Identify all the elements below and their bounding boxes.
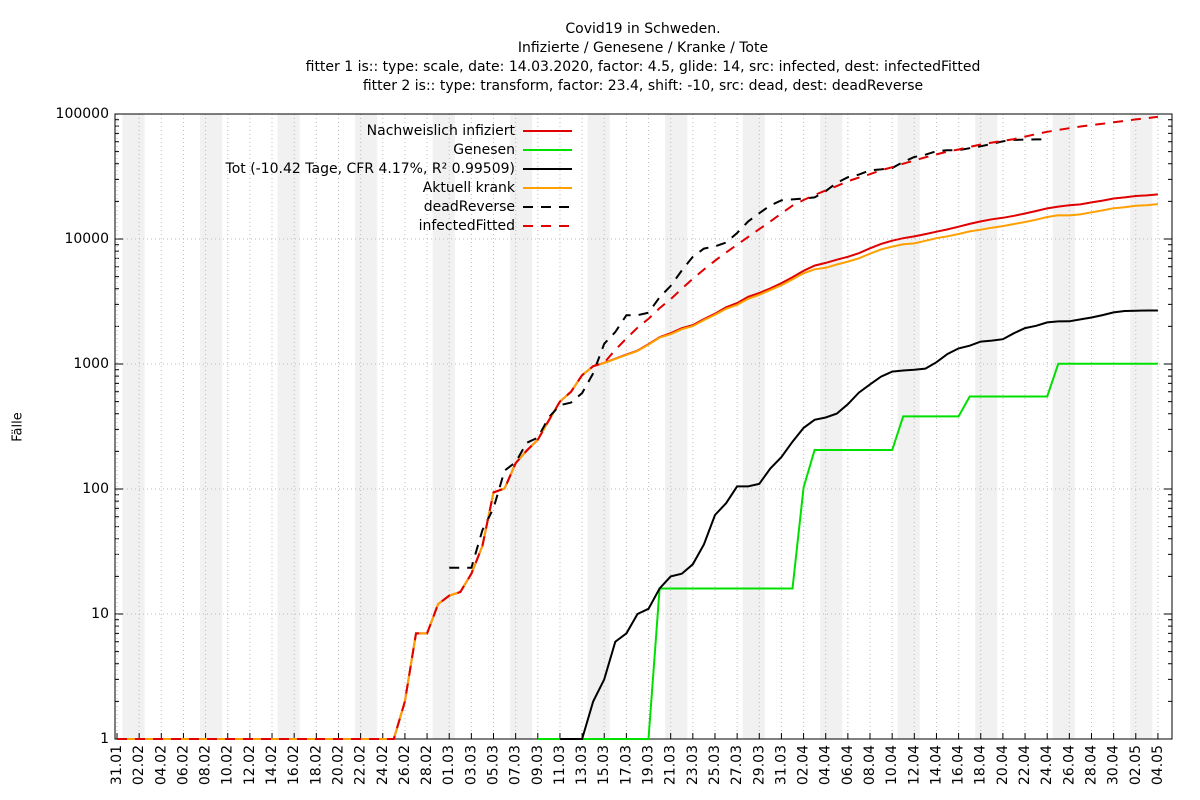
x-tick-label: 03.03 (463, 745, 479, 785)
x-tick-label: 02.05 (1128, 745, 1144, 785)
x-tick-label: 22.04 (1017, 745, 1033, 785)
x-tick-label: 10.02 (220, 745, 236, 785)
series-line (117, 115, 1159, 740)
weekend-band (587, 114, 610, 739)
x-tick-label: 06.02 (175, 745, 191, 785)
y-tick-label: 100 (82, 481, 109, 497)
x-tick-label: 10.04 (884, 745, 900, 785)
weekend-band (665, 114, 688, 739)
weekend-band (975, 114, 998, 739)
y-tick-label: 10 (91, 606, 109, 622)
series-line (117, 203, 1158, 740)
x-tick-label: 04.02 (153, 745, 169, 785)
x-tick-label: 02.04 (796, 745, 812, 785)
x-tick-label: 27.03 (729, 745, 745, 785)
x-tick-label: 21.03 (663, 745, 679, 785)
legend-label: Aktuell krank (423, 180, 516, 196)
x-tick-label: 25.03 (707, 745, 723, 785)
x-tick-label: 18.04 (973, 745, 989, 785)
series-line (449, 138, 1048, 569)
legend-label: deadReverse (424, 199, 515, 215)
y-axis-label: Fälle (11, 412, 26, 441)
x-tick-label: 29.03 (751, 745, 767, 785)
x-tick-label: 23.03 (685, 745, 701, 785)
x-tick-label: 22.02 (353, 745, 369, 785)
x-tick-label: 11.03 (552, 745, 568, 785)
x-tick-label: 16.04 (951, 745, 967, 785)
x-tick-label: 28.04 (1083, 745, 1099, 785)
y-tick-label: 1 (100, 731, 109, 747)
annotation: fitter 2 is:: type: transform, factor: 2… (363, 78, 923, 94)
legend-label: Tot (-10.42 Tage, CFR 4.17%, R² 0.99509) (225, 161, 515, 177)
y-tick-label: 1000 (73, 356, 109, 372)
series-line (559, 309, 1158, 740)
x-tick-label: 31.03 (773, 745, 789, 785)
x-tick-label: 09.03 (530, 745, 546, 785)
weekend-band (897, 114, 920, 739)
y-tick-label: 10000 (64, 231, 109, 247)
weekend-band (200, 114, 223, 739)
weekend-band (820, 114, 843, 739)
x-tick-label: 30.04 (1106, 745, 1122, 785)
x-tick-label: 24.02 (375, 745, 391, 785)
x-tick-label: 08.04 (862, 745, 878, 785)
x-tick-label: 12.04 (906, 745, 922, 785)
x-tick-label: 07.03 (508, 745, 524, 785)
x-tick-label: 04.05 (1150, 745, 1166, 785)
x-tick-label: 04.04 (818, 745, 834, 785)
chart-title: Covid19 in Schweden. (565, 21, 720, 37)
x-tick-label: 31.01 (109, 745, 125, 785)
weekend-band (122, 114, 145, 739)
x-tick-label: 20.04 (995, 745, 1011, 785)
x-tick-label: 26.02 (397, 745, 413, 785)
x-tick-label: 06.04 (840, 745, 856, 785)
x-tick-label: 13.03 (574, 745, 590, 785)
x-tick-label: 15.03 (596, 745, 612, 785)
x-tick-label: 19.03 (641, 745, 657, 785)
weekend-band (355, 114, 378, 739)
series-line (117, 193, 1158, 740)
x-tick-label: 26.04 (1061, 745, 1077, 785)
series-line (537, 362, 1158, 740)
legend-label: Nachweislich infiziert (367, 123, 516, 139)
x-tick-label: 02.02 (131, 745, 147, 785)
weekend-band (277, 114, 300, 739)
legend-label: infectedFitted (419, 218, 515, 234)
x-tick-label: 05.03 (486, 745, 502, 785)
x-tick-label: 24.04 (1039, 745, 1055, 785)
weekend-band (742, 114, 765, 739)
chart-subtitle: Infizierte / Genesene / Kranke / Tote (518, 40, 768, 56)
x-tick-label: 14.04 (928, 745, 944, 785)
y-tick-label: 100000 (56, 106, 109, 122)
x-tick-label: 28.02 (419, 745, 435, 785)
weekend-band (1130, 114, 1153, 739)
x-tick-label: 18.02 (308, 745, 324, 785)
x-tick-label: 01.03 (441, 745, 457, 785)
x-tick-label: 20.02 (330, 745, 346, 785)
x-tick-label: 14.02 (264, 745, 280, 785)
plot-frame (114, 113, 1173, 740)
annotation: fitter 1 is:: type: scale, date: 14.03.2… (306, 59, 981, 75)
legend-label: Genesen (453, 142, 515, 158)
x-tick-label: 08.02 (198, 745, 214, 785)
x-tick-label: 17.03 (618, 745, 634, 785)
x-tick-label: 12.02 (242, 745, 258, 785)
x-tick-label: 16.02 (286, 745, 302, 785)
